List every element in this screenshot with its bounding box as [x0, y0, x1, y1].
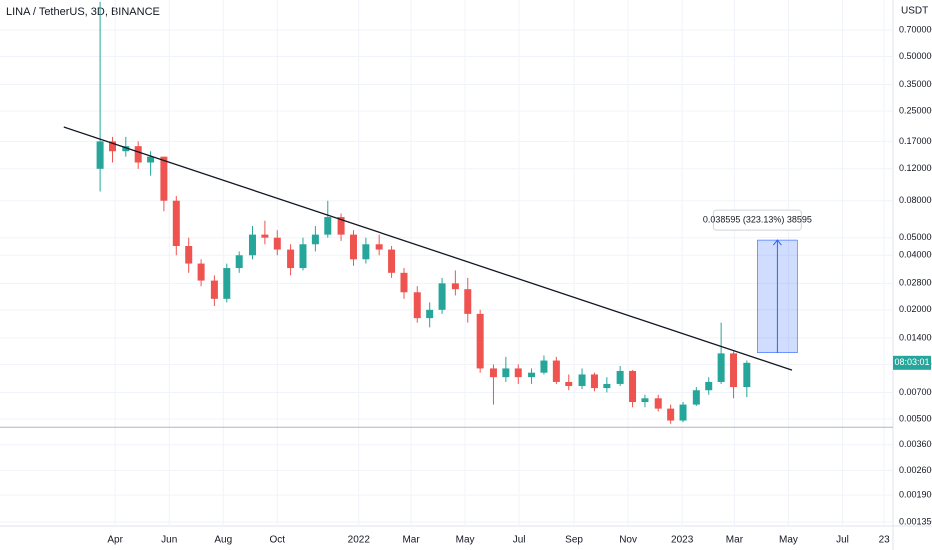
candle-body	[134, 146, 142, 163]
price-tag	[893, 355, 931, 370]
measure-label: 0.038595 (323.13%) 38595	[703, 214, 812, 224]
candle-body	[679, 404, 687, 421]
x-tick-label: 2023	[671, 535, 694, 546]
candle-body	[185, 246, 193, 264]
candle-body	[147, 156, 155, 163]
candle-body	[565, 381, 573, 386]
candle-body	[197, 263, 205, 281]
candle-body	[235, 255, 243, 269]
candle-body	[705, 381, 713, 391]
candle-body	[603, 383, 611, 389]
x-tick-label: Mar	[726, 535, 744, 546]
candle-body	[311, 234, 319, 245]
x-tick-label: 23	[879, 535, 891, 546]
candle-body	[552, 360, 560, 382]
x-tick-label: May	[779, 535, 798, 546]
candle-body	[692, 390, 700, 405]
candle-body	[362, 244, 370, 260]
candle-body	[743, 362, 751, 388]
candle-body	[109, 141, 117, 152]
candle-body	[261, 234, 269, 238]
x-tick-label: 2022	[348, 535, 371, 546]
candle-body	[375, 244, 383, 250]
candle-body	[641, 398, 649, 403]
candle-body	[122, 146, 130, 152]
candle-body	[96, 141, 104, 169]
x-tick-label: Aug	[214, 535, 232, 546]
candle-body	[438, 283, 446, 310]
candle-body	[654, 398, 662, 409]
candle-body	[540, 360, 548, 373]
time-tag: 08:03:01	[894, 357, 929, 367]
x-tick-label: May	[456, 535, 475, 546]
candle-body	[324, 217, 332, 235]
x-tick-label: Sep	[565, 535, 583, 546]
x-tick-label: Apr	[107, 535, 123, 546]
candle-body	[337, 217, 345, 235]
candle-body	[287, 249, 295, 269]
x-tick-label: Jul	[513, 535, 526, 546]
candle-body	[717, 353, 725, 382]
candle-body	[730, 353, 738, 388]
candle-body	[426, 309, 434, 319]
candle-body	[514, 368, 522, 378]
candle-body	[464, 289, 472, 314]
x-tick-label: Jul	[836, 535, 849, 546]
candle-body	[273, 237, 281, 250]
candle-body	[502, 368, 510, 378]
x-tick-label: Mar	[402, 535, 420, 546]
candle-body	[299, 244, 307, 269]
candle-body	[400, 272, 408, 293]
candle-body	[349, 234, 357, 260]
measure-label-box	[712, 209, 802, 231]
x-tick-label: Oct	[270, 535, 286, 546]
candle-body	[172, 200, 180, 247]
trendline	[63, 126, 793, 371]
measure-arrowhead	[772, 239, 782, 246]
candle-body	[667, 408, 675, 421]
chart-title: LINA / TetherUS, 3D, BINANCE	[6, 6, 160, 18]
y-unit: USDT	[901, 6, 928, 17]
candle-body	[413, 292, 421, 319]
candle-body	[578, 374, 586, 386]
candle-body	[476, 313, 484, 369]
candle-body	[489, 368, 497, 378]
candle-body	[451, 283, 459, 290]
candle-body	[629, 370, 637, 403]
candle-body	[210, 280, 218, 299]
x-tick-label: Nov	[619, 535, 637, 546]
x-tick-label: Jun	[161, 535, 177, 546]
candle-body	[248, 234, 256, 256]
candle-body	[160, 156, 168, 201]
candle-body	[590, 374, 598, 389]
candle-body	[388, 249, 396, 273]
candle-body	[223, 268, 231, 299]
candle-body	[616, 370, 624, 384]
candle-body	[528, 372, 536, 378]
